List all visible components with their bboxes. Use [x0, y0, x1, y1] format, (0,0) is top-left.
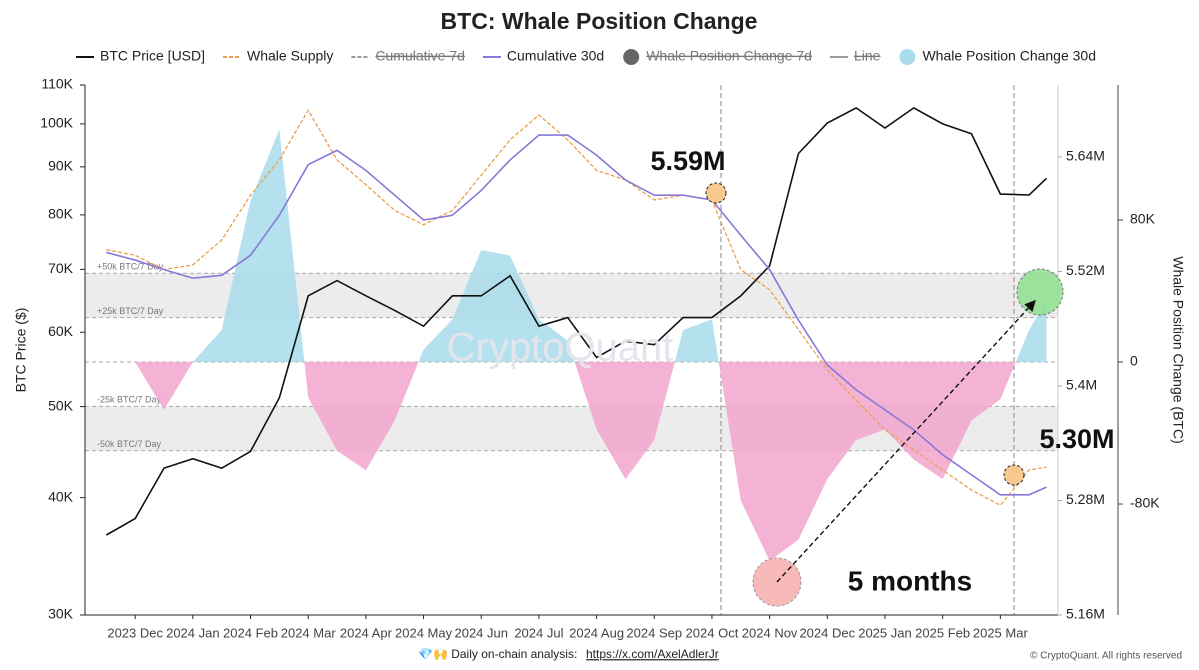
y-tick-label: 40K	[48, 488, 74, 504]
y2-tick-label: 5.4M	[1066, 377, 1097, 393]
y-tick-label: 100K	[40, 115, 73, 131]
axis-layer: 30K40K50K60K70K80K90K100K110K5.16M5.28M5…	[40, 76, 1160, 641]
y3-axis-label: Whale Position Change (BTC)	[1170, 256, 1186, 444]
x-tick-label: 2024 Mar	[281, 625, 337, 640]
y3-tick-label: -80K	[1130, 495, 1160, 511]
chart-title: BTC: Whale Position Change	[441, 8, 758, 34]
y-tick-label: 30K	[48, 606, 74, 622]
watermark: CryptoQuant	[447, 326, 674, 370]
y-axis-label: BTC Price ($)	[13, 308, 29, 393]
highlight-circle	[1003, 464, 1025, 486]
x-tick-label: 2025 Feb	[915, 625, 970, 640]
annotation: 5 months	[848, 565, 972, 596]
footer-link[interactable]: https://x.com/AxelAdlerJr	[586, 647, 719, 661]
band-label: -25k BTC/7 Day	[97, 395, 162, 405]
y-tick-label: 90K	[48, 158, 74, 174]
highlight-circle	[1016, 268, 1064, 316]
x-tick-label: 2024 Sep	[626, 625, 682, 640]
area-layer	[106, 129, 1047, 561]
legend-label[interactable]: Whale Position Change 30d	[922, 48, 1096, 64]
x-tick-label: 2024 Oct	[686, 625, 739, 640]
legend-label[interactable]: Whale Position Change 7d	[646, 48, 812, 64]
y2-tick-label: 5.28M	[1066, 491, 1105, 507]
x-tick-label: 2024 Jan	[166, 625, 220, 640]
x-tick-label: 2024 Jun	[454, 625, 508, 640]
annotation-layer: 5.59M 5.30M 5 months	[650, 146, 1115, 607]
legend-label[interactable]: Cumulative 7d	[375, 48, 465, 64]
band-label: -50k BTC/7 Day	[97, 439, 162, 449]
footer-text: 💎🙌 Daily on-chain analysis:	[418, 647, 577, 661]
x-tick-label: 2024 Dec	[799, 625, 855, 640]
y-tick-label: 110K	[41, 76, 73, 92]
annotation: 5.59M	[650, 146, 725, 176]
y-tick-label: 80K	[48, 206, 74, 222]
x-tick-label: 2024 Aug	[569, 625, 624, 640]
y3-tick-label: 80K	[1130, 211, 1156, 227]
y-tick-label: 70K	[48, 260, 74, 276]
series-line	[106, 108, 1047, 507]
annotation: 5.30M	[1039, 424, 1114, 454]
legend: BTC Price [USD] Whale Supply Cumulative 7d…	[76, 48, 1096, 65]
area-positive	[192, 129, 1047, 362]
line-layer	[105, 106, 1048, 536]
y2-tick-label: 5.16M	[1066, 606, 1105, 622]
trend-arrow	[776, 299, 1036, 583]
y2-tick-label: 5.64M	[1066, 148, 1105, 164]
series-line	[106, 134, 1047, 496]
y3-tick-label: 0	[1130, 353, 1138, 369]
legend-label[interactable]: BTC Price [USD]	[100, 48, 205, 64]
x-tick-label: 2025 Mar	[973, 625, 1029, 640]
x-tick-label: 2025 Jan	[858, 625, 912, 640]
highlight-circle	[705, 182, 727, 204]
band-label: +50k BTC/7 Day	[97, 262, 164, 272]
band-label: +25k BTC/7 Day	[97, 306, 164, 316]
x-tick-label: 2024 May	[395, 625, 453, 640]
area-negative	[106, 361, 1047, 561]
x-tick-label: 2024 Apr	[340, 625, 393, 640]
legend-marker	[899, 49, 916, 65]
x-tick-label: 2024 Feb	[223, 625, 278, 640]
y-tick-label: 60K	[48, 323, 74, 339]
y-tick-label: 50K	[48, 397, 74, 413]
legend-label[interactable]: Line	[854, 48, 881, 64]
x-tick-label: 2024 Jul	[514, 625, 563, 640]
y2-tick-label: 5.52M	[1066, 262, 1105, 278]
x-tick-label: 2024 Nov	[742, 625, 798, 640]
series-line	[105, 106, 1048, 536]
legend-marker	[623, 49, 640, 65]
copyright: © CryptoQuant. All rights reserved	[1030, 651, 1182, 662]
legend-label[interactable]: Whale Supply	[247, 48, 333, 64]
x-tick-label: 2023 Dec	[107, 625, 163, 640]
legend-label[interactable]: Cumulative 30d	[507, 48, 604, 64]
